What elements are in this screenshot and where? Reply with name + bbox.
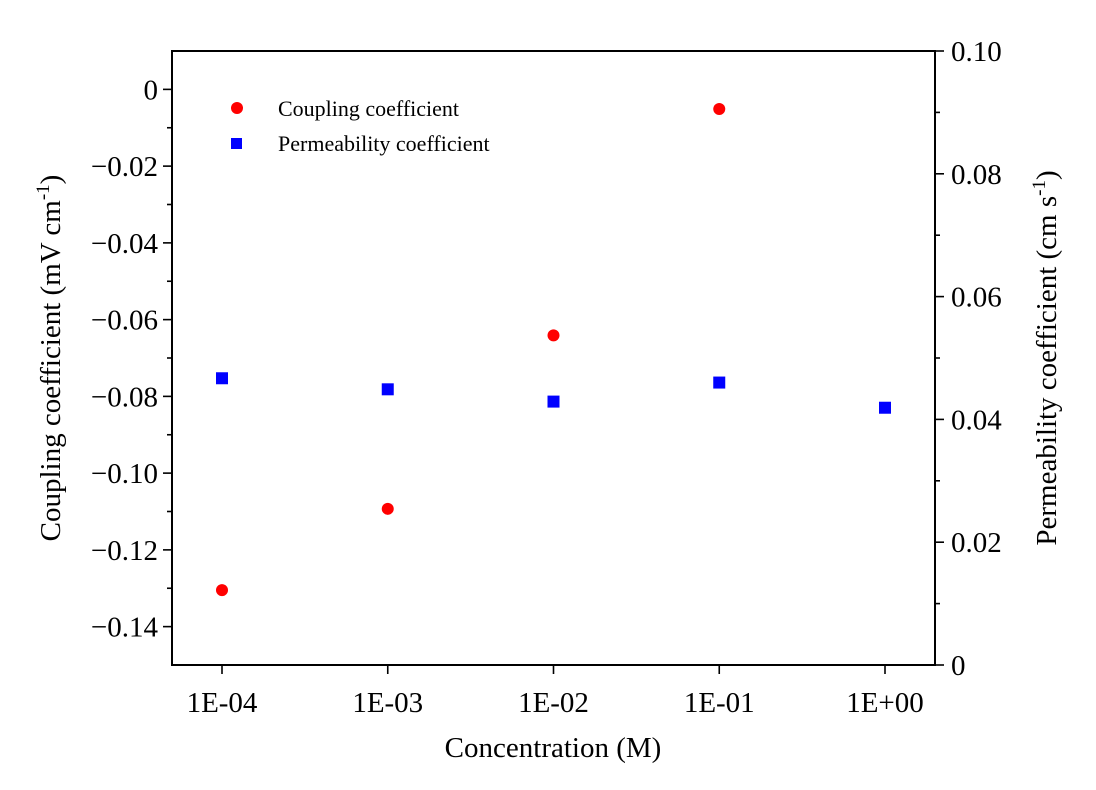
y-axis-title-right-sup: -1	[1029, 180, 1050, 196]
legend-label-coupling: Coupling coefficient	[278, 96, 459, 121]
y-axis-title-right: Permeability coefficient (cm s-1)	[1029, 170, 1063, 545]
y-tick-label-left: −0.08	[91, 381, 158, 413]
data-point-coupling	[216, 584, 228, 597]
ticks-layer: 1E-04 1E-03 1E-02 1E-01 1E+00 0 −0.02 −0.04 −0.0…	[91, 36, 1002, 719]
data-point-permeability	[713, 376, 726, 389]
data-point-coupling	[381, 502, 394, 515]
data-point-permeability	[216, 372, 228, 385]
y-tick-label-left: −0.12	[91, 535, 158, 567]
y-axis-title-right-main: Permeability coefficient (cm s	[1031, 196, 1063, 546]
legend-marker-permeability	[231, 138, 242, 149]
y-tick-label-right: 0.02	[951, 527, 1002, 559]
data-point-permeability	[879, 401, 891, 414]
y-tick-label-left: 0	[144, 74, 159, 106]
x-tick-label: 1E-01	[684, 687, 755, 719]
data-point-permeability	[381, 383, 394, 396]
legend: Coupling coefficient Permeability coeffi…	[231, 96, 490, 156]
y-tick-label-left: −0.14	[91, 612, 159, 644]
y-tick-label-right: 0	[951, 650, 966, 682]
x-tick-label: 1E+00	[846, 687, 924, 719]
y-tick-label-right: 0.10	[951, 36, 1002, 68]
legend-marker-coupling	[231, 102, 243, 114]
x-tick-label: 1E-04	[187, 687, 258, 719]
y-tick-label-left: −0.06	[91, 305, 158, 337]
data-point-coupling	[547, 329, 560, 342]
x-tick-label: 1E-03	[352, 687, 423, 719]
y-axis-title-left: Coupling coefficient (mV cm-1)	[33, 175, 67, 542]
y-axis-title-left-main: Coupling coefficient (mV cm	[35, 200, 67, 542]
y-axis-title-right-tail: )	[1031, 170, 1063, 180]
points-layer	[216, 102, 891, 597]
y-axis-title-left-sup: -1	[33, 184, 54, 200]
y-tick-label-left: −0.02	[91, 151, 158, 183]
y-tick-label-left: −0.04	[91, 228, 159, 260]
y-tick-label-right: 0.06	[951, 282, 1002, 314]
y-tick-label-left: −0.10	[91, 458, 158, 490]
x-axis-title: Concentration (M)	[445, 732, 662, 764]
data-point-permeability	[547, 395, 560, 408]
x-tick-label: 1E-02	[518, 687, 589, 719]
y-tick-label-right: 0.08	[951, 159, 1002, 191]
data-point-coupling	[713, 102, 726, 115]
legend-label-permeability: Permeability coefficient	[278, 131, 490, 156]
y-axis-title-left-tail: )	[35, 175, 67, 185]
y-tick-label-right: 0.04	[951, 404, 1002, 436]
